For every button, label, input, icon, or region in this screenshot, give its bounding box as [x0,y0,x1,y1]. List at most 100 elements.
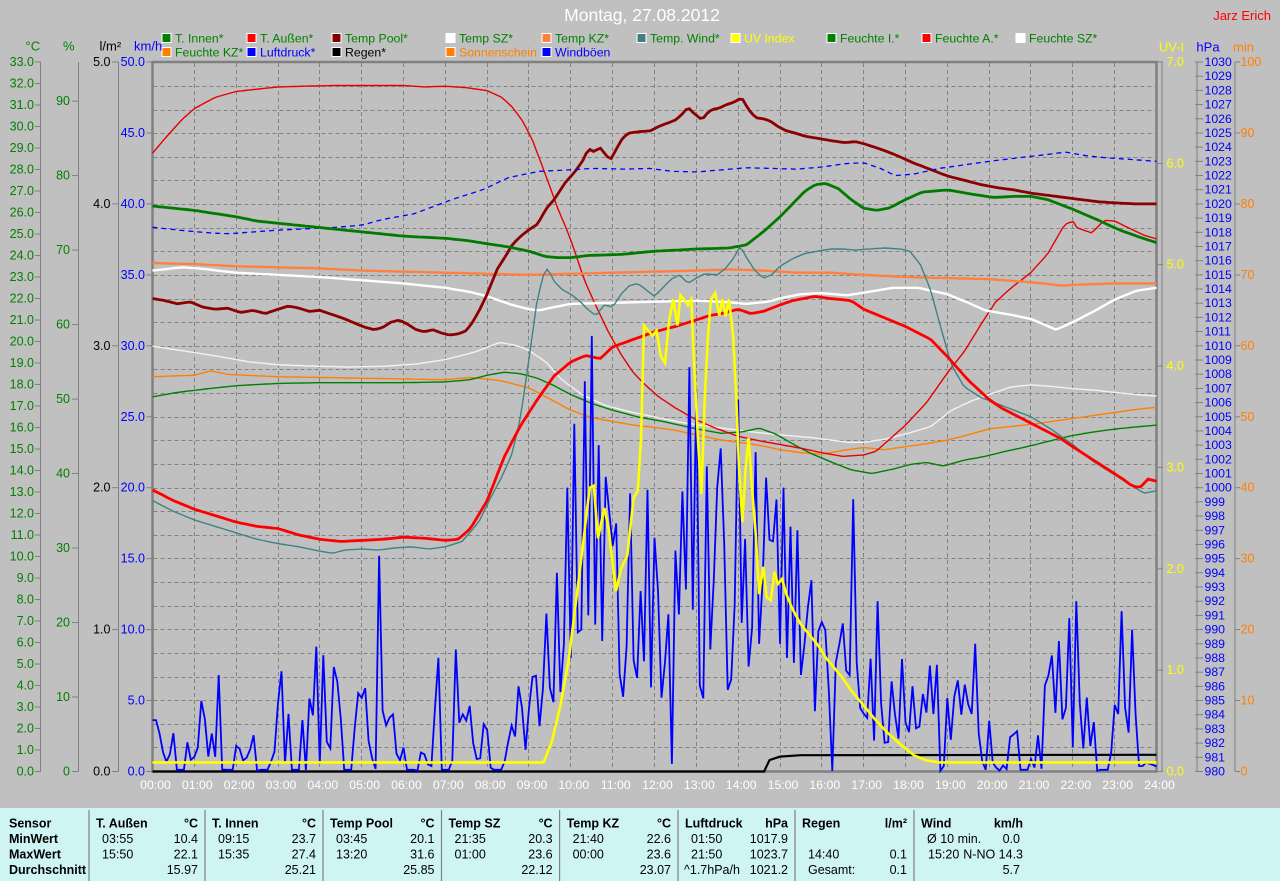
svg-text:23.6: 23.6 [528,848,552,862]
svg-text:31.6: 31.6 [410,848,434,862]
svg-text:Ø 10 min.: Ø 10 min. [927,832,981,846]
svg-text:50: 50 [1241,410,1255,424]
svg-text:Feuchte A.*: Feuchte A.* [935,32,999,46]
svg-text:6.0: 6.0 [1167,156,1184,170]
svg-text:23.0: 23.0 [10,270,34,284]
svg-text:1030: 1030 [1205,55,1233,69]
svg-text:15:00: 15:00 [768,778,799,792]
svg-text:0.0: 0.0 [128,765,145,779]
svg-text:km/h: km/h [134,39,162,54]
svg-text:Feuchte SZ*: Feuchte SZ* [1029,32,1098,46]
svg-text:13:00: 13:00 [684,778,715,792]
svg-text:11.0: 11.0 [11,528,34,542]
svg-text:03:00: 03:00 [266,778,297,792]
svg-text:1001: 1001 [1205,467,1233,481]
svg-text:0.0: 0.0 [1003,832,1020,846]
svg-text:01:00: 01:00 [455,848,486,862]
svg-text:996: 996 [1205,538,1226,552]
svg-text:3.0: 3.0 [17,700,34,714]
svg-text:0.0: 0.0 [93,765,110,779]
svg-text:20.3: 20.3 [528,832,552,846]
svg-text:997: 997 [1205,523,1226,537]
svg-text:01:00: 01:00 [182,778,213,792]
svg-text:2.0: 2.0 [1167,562,1184,576]
svg-text:4.0: 4.0 [93,197,110,211]
svg-text:22.6: 22.6 [647,832,671,846]
svg-text:Wind: Wind [921,817,951,831]
svg-text:30: 30 [1241,552,1255,566]
svg-text:28.0: 28.0 [10,163,34,177]
svg-text:21:35: 21:35 [455,832,486,846]
svg-text:23.7: 23.7 [292,832,316,846]
svg-text:03:45: 03:45 [336,832,367,846]
svg-text:24.0: 24.0 [10,249,34,263]
svg-text:1012: 1012 [1205,310,1233,324]
svg-text:40: 40 [1241,481,1255,495]
svg-text:15.0: 15.0 [10,442,34,456]
svg-text:1003: 1003 [1205,438,1233,452]
svg-text:10:00: 10:00 [558,778,589,792]
svg-text:14:00: 14:00 [726,778,757,792]
svg-text:30.0: 30.0 [10,120,34,134]
svg-text:21:50: 21:50 [691,848,722,862]
svg-text:10.0: 10.0 [10,550,34,564]
svg-text:90: 90 [56,94,70,108]
svg-text:km/h: km/h [994,817,1023,831]
svg-text:995: 995 [1205,552,1226,566]
svg-text:22:00: 22:00 [1060,778,1091,792]
svg-text:1027: 1027 [1205,98,1233,112]
svg-text:984: 984 [1205,708,1226,722]
svg-text:09:00: 09:00 [517,778,548,792]
svg-text:5.7: 5.7 [1003,863,1020,877]
svg-text:°C: °C [302,817,316,831]
svg-text:3.0: 3.0 [93,339,110,353]
svg-text:25.21: 25.21 [285,863,316,877]
svg-text:6.0: 6.0 [17,636,34,650]
svg-text:25.0: 25.0 [10,227,34,241]
svg-text:20.1: 20.1 [410,832,434,846]
svg-text:1022: 1022 [1205,169,1233,183]
svg-text:03:55: 03:55 [102,832,133,846]
svg-text:1028: 1028 [1205,83,1233,97]
svg-text:5.0: 5.0 [1167,258,1184,272]
svg-text:1017.9: 1017.9 [750,832,788,846]
svg-text:0.0: 0.0 [1167,765,1184,779]
svg-text:1018: 1018 [1205,225,1233,239]
svg-text:5.0: 5.0 [93,55,110,69]
svg-text:1013: 1013 [1205,296,1233,310]
svg-text:17.0: 17.0 [10,399,34,413]
svg-text:20: 20 [56,616,70,630]
svg-text:90: 90 [1241,126,1255,140]
svg-text:26.0: 26.0 [10,206,34,220]
svg-text:14.0: 14.0 [10,464,34,478]
svg-text:20.0: 20.0 [10,335,34,349]
svg-text:Sensor: Sensor [9,817,52,831]
svg-text:31.0: 31.0 [10,98,34,112]
svg-text:21:40: 21:40 [573,832,604,846]
svg-text:1015: 1015 [1205,268,1233,282]
svg-text:20:00: 20:00 [977,778,1008,792]
svg-text:Regen: Regen [802,817,840,831]
svg-text:Sonnenschein: Sonnenschein [459,46,537,60]
svg-text:1009: 1009 [1205,353,1233,367]
svg-text:Regen*: Regen* [345,46,386,60]
svg-text:1002: 1002 [1205,452,1233,466]
svg-text:15:35: 15:35 [218,848,249,862]
svg-text:15.0: 15.0 [121,552,145,566]
svg-text:Temp KZ: Temp KZ [567,817,620,831]
svg-text:15:20: 15:20 [928,848,959,862]
svg-text:1000: 1000 [1205,481,1233,495]
svg-text:2.0: 2.0 [17,722,34,736]
svg-text:02:00: 02:00 [224,778,255,792]
svg-text:3.0: 3.0 [1167,460,1184,474]
svg-text:988: 988 [1205,651,1226,665]
svg-text:20.0: 20.0 [121,481,145,495]
svg-text:11:00: 11:00 [601,778,631,792]
svg-text:80: 80 [56,169,70,183]
svg-text:hPa: hPa [765,817,789,831]
svg-text:06:00: 06:00 [391,778,422,792]
svg-text:Temp Pool: Temp Pool [330,817,393,831]
svg-text:Temp SZ: Temp SZ [449,817,501,831]
svg-text:N-NO 14.3: N-NO 14.3 [963,848,1023,862]
svg-text:1007: 1007 [1205,381,1233,395]
